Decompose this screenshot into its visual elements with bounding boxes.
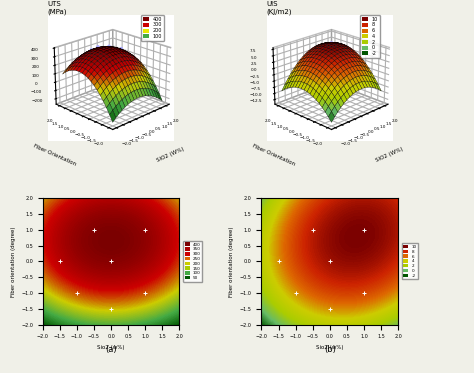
X-axis label: SIO2 (W%): SIO2 (W%): [375, 147, 404, 163]
Legend: 400, 350, 300, 250, 200, 150, 100, 50: 400, 350, 300, 250, 200, 150, 100, 50: [183, 241, 202, 282]
X-axis label: SIO2 (W%): SIO2 (W%): [156, 147, 185, 163]
Y-axis label: Fiber orientation (degree): Fiber orientation (degree): [229, 226, 234, 297]
Legend: 400, 300, 200, 100: 400, 300, 200, 100: [141, 15, 164, 41]
Text: (a): (a): [105, 345, 117, 354]
Y-axis label: Fiber Orientation: Fiber Orientation: [33, 143, 77, 167]
Y-axis label: Fiber Orientation: Fiber Orientation: [252, 143, 296, 167]
Text: (b): (b): [324, 345, 336, 354]
Text: UTS
(MPa): UTS (MPa): [48, 1, 67, 15]
X-axis label: Sio2 (w%): Sio2 (w%): [316, 345, 344, 350]
Y-axis label: Fiber orientation (degree): Fiber orientation (degree): [10, 226, 16, 297]
Text: UIS
(KJ/m2): UIS (KJ/m2): [266, 1, 292, 15]
Legend: 10, 8, 6, 4, 2, 0, -2: 10, 8, 6, 4, 2, 0, -2: [360, 15, 380, 58]
Legend: 10, 8, 6, 4, 2, 0, -2: 10, 8, 6, 4, 2, 0, -2: [401, 243, 419, 279]
X-axis label: Sio2 (w%): Sio2 (w%): [97, 345, 125, 350]
